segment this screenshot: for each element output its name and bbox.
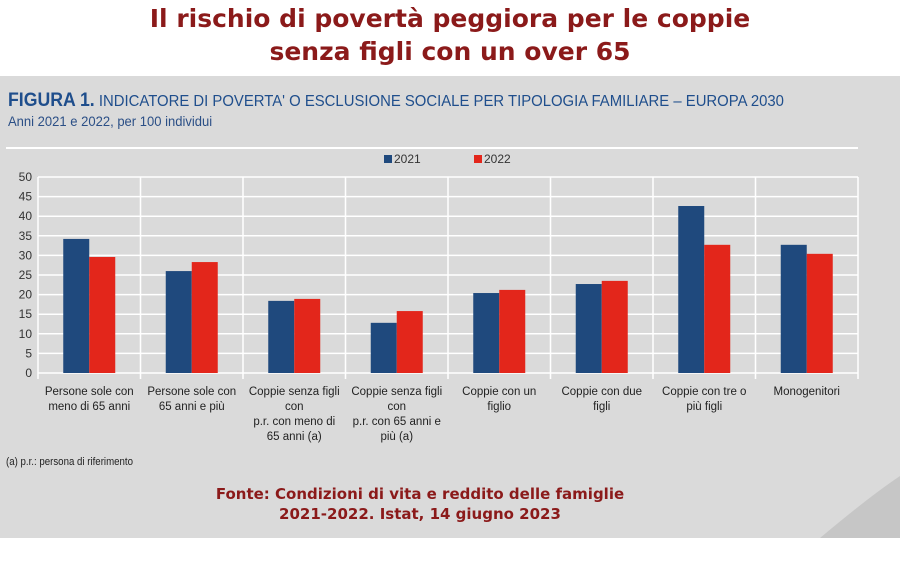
x-category-label: Coppie con tre o più figli [662,386,746,413]
bar-2022 [89,256,116,373]
x-category-label: Persone sole con meno di 65 anni [45,386,134,413]
x-category-label: Coppie con due figli [561,386,642,413]
x-category-label: Persone sole con 65 anni e più [147,386,236,413]
figure-panel [0,76,900,538]
bar-2022 [704,244,731,373]
bar-2021 [268,300,295,373]
legend-label: 2021 [394,152,421,166]
figure-title: FIGURA 1. INDICATORE DI POVERTA' O ESCLU… [8,90,784,112]
source-line-2: 2021-2022. Istat, 14 giugno 2023 [279,505,561,523]
legend-label: 2022 [484,152,511,166]
y-tick-label: 10 [19,327,33,341]
x-category-label: Monogenitori [774,386,840,398]
y-tick-label: 45 [19,190,33,204]
y-tick-label: 35 [19,229,33,243]
figure-label: FIGURA 1. [8,90,95,111]
headline: Il rischio di povertà peggiora per le co… [0,0,900,68]
bar-2022 [499,289,526,373]
source: Fonte: Condizioni di vita e reddito dell… [0,484,840,524]
y-tick-label: 20 [19,288,33,302]
y-tick-label: 30 [19,248,33,262]
bar-2022 [294,298,321,373]
y-tick-label: 0 [25,366,32,380]
headline-line-2: senza figli con un over 65 [269,37,631,66]
bar-2021 [370,322,397,373]
bar-2022 [191,262,218,373]
panel-decoration [820,476,900,538]
bar-2021 [165,271,192,373]
headline-line-1: Il rischio di povertà peggiora per le co… [149,4,751,33]
bar-2022 [396,311,423,373]
bar-2022 [601,280,628,373]
bar-2022 [806,253,833,373]
source-line-1: Fonte: Condizioni di vita e reddito dell… [215,485,625,503]
y-tick-label: 15 [19,307,33,321]
corner-swoosh [820,476,900,538]
figure-subtitle: Anni 2021 e 2022, per 100 individui [8,113,213,129]
y-tick-label: 5 [25,346,32,360]
x-category-label: Coppie senza figli con p.r. con meno di 65 … [249,386,340,443]
bar-2021 [678,206,705,373]
bar-2021 [473,293,500,373]
legend-swatch-2022 [474,155,482,163]
x-category-label: Coppie con un figlio [462,386,536,413]
figure-title-text: INDICATORE DI POVERTA' O ESCLUSIONE SOCI… [98,93,784,110]
bar-2021 [63,238,90,373]
bar-2021 [780,244,807,373]
y-tick-label: 50 [19,170,33,184]
legend-swatch-2021 [384,155,392,163]
bar-chart: 0 5 10 15 20 25 30 35 40 45 50 Persone sole con meno… [6,147,859,443]
y-tick-label: 40 [19,209,33,223]
y-tick-label: 25 [19,268,33,282]
bar-2021 [575,284,602,373]
footnote: (a) p.r.: persona di riferimento [6,456,133,468]
